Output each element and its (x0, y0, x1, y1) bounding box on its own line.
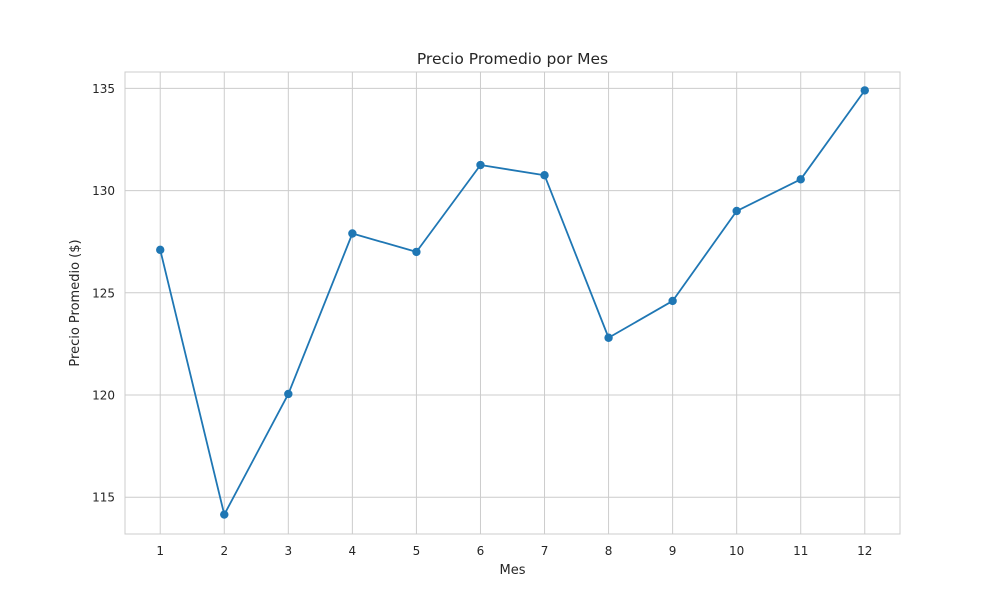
data-point (412, 247, 421, 257)
x-axis-title: Mes (500, 563, 526, 578)
x-tick-label: 10 (729, 544, 744, 558)
x-tick-label: 1 (156, 544, 164, 558)
y-tick-label: 115 (92, 491, 115, 505)
chart-title: Precio Promedio por Mes (417, 50, 608, 68)
x-tick-label: 9 (669, 544, 677, 558)
y-axis-title: Precio Promedio ($) (68, 239, 83, 366)
grid (125, 72, 900, 534)
x-tick-label: 12 (857, 544, 872, 558)
x-tick-label: 7 (541, 544, 549, 558)
data-point (156, 245, 165, 255)
data-point (668, 296, 677, 306)
y-tick-label: 120 (92, 388, 115, 402)
x-tick-label: 4 (349, 544, 357, 558)
x-tick-label: 5 (413, 544, 421, 558)
series (156, 86, 869, 519)
x-tick-label: 6 (477, 544, 485, 558)
data-point (796, 175, 805, 184)
series-line (159, 89, 866, 516)
data-point (284, 389, 293, 399)
y-tick-label: 125 (92, 286, 115, 300)
data-point (604, 333, 613, 342)
data-point (220, 510, 229, 519)
data-point (860, 86, 869, 95)
data-point (540, 171, 549, 180)
x-tick-label: 3 (285, 544, 293, 558)
data-point (476, 160, 485, 170)
data-point (732, 206, 741, 216)
data-point (348, 229, 357, 238)
x-tick-label: 2 (220, 544, 228, 558)
x-tick-label: 8 (605, 544, 613, 558)
plot-frame (124, 71, 901, 535)
x-tick-label: 11 (793, 544, 808, 558)
y-tick-label: 130 (92, 184, 115, 198)
y-tick-label: 135 (92, 82, 115, 96)
